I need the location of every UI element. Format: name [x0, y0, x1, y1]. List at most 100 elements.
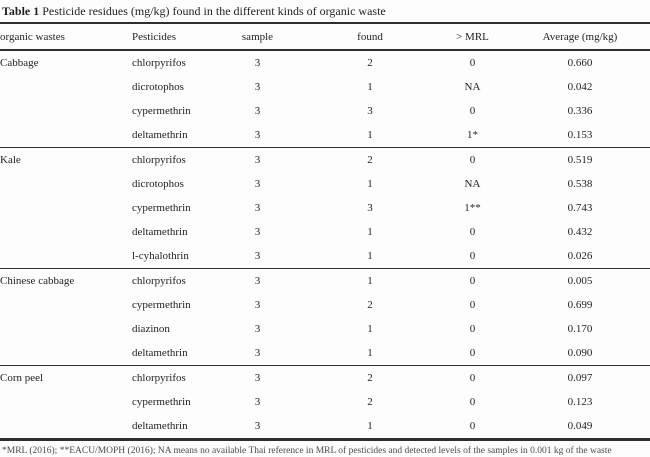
table-row: Chinese cabbage chlorpyrifos 3 1 0 0.005 — [0, 268, 650, 293]
pesticide-cell: chlorpyrifos — [132, 57, 186, 69]
table-row: deltamethrin 3 1 0 0.432 — [0, 220, 650, 244]
column-header-mrl: > MRL — [435, 23, 510, 51]
pesticide-cell: deltamethrin — [132, 420, 188, 432]
sample-cell: 3 — [254, 420, 261, 432]
found-cell: 1 — [367, 129, 373, 141]
pesticide-cell: dicrotophos — [132, 178, 184, 190]
table-row: dicrotophos 3 1 NA 0.042 — [0, 75, 650, 99]
average-cell: 0.699 — [567, 299, 593, 311]
waste-group: Corn peel chlorpyrifos 3 2 0 0.097 cypermethri… — [0, 365, 650, 440]
waste-cell — [0, 220, 132, 244]
found-cell: 1 — [305, 268, 435, 293]
pesticide-cell: dicrotophos — [132, 81, 184, 93]
sample-cell: 3 — [210, 268, 305, 293]
table-header: organic wastes Pesticides sample found > MRL… — [0, 23, 650, 51]
table-caption: Pesticide residues (mg/kg) found in the … — [42, 4, 386, 18]
table-row: deltamethrin 3 1 1* 0.153 — [0, 123, 650, 148]
column-header-organic-wastes: organic wastes — [0, 23, 132, 51]
table-title: Table 1 Pesticide residues (mg/kg) found… — [0, 0, 650, 22]
mrl-cell: 1* — [467, 129, 478, 141]
pesticide-cell: deltamethrin — [132, 347, 188, 359]
table-row: cypermethrin 3 3 1** 0.743 — [0, 196, 650, 220]
average-cell: 0.026 — [567, 250, 593, 262]
found-cell: 1 — [367, 420, 373, 432]
table-row: deltamethrin 3 1 0 0.090 — [0, 341, 650, 366]
table-row: cypermethrin 3 2 0 0.699 — [0, 293, 650, 317]
table-row: deltamethrin 3 1 0 0.049 — [0, 414, 650, 440]
waste-cell: Chinese cabbage — [0, 268, 132, 293]
waste-cell — [0, 75, 132, 99]
found-cell: 1 — [367, 81, 373, 93]
waste-group: Kale chlorpyrifos 3 2 0 0.519 dicrotophos 3 1 NA 0… — [0, 147, 650, 269]
sample-cell: 3 — [254, 347, 261, 359]
footnote-clipped: *MRL (2016); **EACU/MOPH (2016); NA mean… — [2, 446, 612, 456]
pesticide-cell: cypermethrin — [132, 396, 191, 408]
sample-cell: 3 — [254, 81, 261, 93]
waste-cell — [0, 123, 132, 148]
pesticide-cell: chlorpyrifos — [132, 268, 210, 293]
mrl-cell: 0 — [469, 396, 476, 408]
found-cell: 1 — [367, 178, 373, 190]
pesticide-cell: diazinon — [132, 323, 170, 335]
waste-cell — [0, 99, 132, 123]
table-row: cypermethrin 3 3 0 0.336 — [0, 99, 650, 123]
mrl-cell: 0 — [469, 105, 476, 117]
waste-cell: Corn peel — [0, 365, 132, 390]
found-cell: 2 — [367, 396, 373, 408]
mrl-cell: 0 — [469, 226, 476, 238]
mrl-cell: 1** — [464, 202, 481, 214]
waste-cell — [0, 341, 132, 366]
pesticide-cell: deltamethrin — [132, 129, 188, 141]
waste-cell: Cabbage — [0, 57, 39, 69]
mrl-cell: 0 — [469, 420, 476, 432]
average-cell: 0.090 — [567, 347, 593, 359]
pesticide-cell: cypermethrin — [132, 105, 191, 117]
average-cell: 0.432 — [567, 226, 593, 238]
average-cell: 0.538 — [567, 178, 593, 190]
column-header-pesticides: Pesticides — [132, 23, 210, 51]
header-row: organic wastes Pesticides sample found > MRL… — [0, 23, 650, 51]
mrl-cell: 0 — [469, 299, 476, 311]
found-cell: 3 — [367, 202, 373, 214]
average-cell: 0.336 — [567, 105, 593, 117]
sample-cell: 3 — [210, 365, 305, 390]
mrl-cell: NA — [464, 81, 481, 93]
pesticide-cell: cypermethrin — [132, 299, 191, 311]
mrl-cell: 0 — [469, 323, 476, 335]
sample-cell: 3 — [254, 250, 261, 262]
average-cell: 0.049 — [567, 420, 593, 432]
waste-cell — [0, 196, 132, 220]
mrl-cell: 0 — [435, 365, 510, 390]
waste-cell: Kale — [0, 147, 132, 172]
waste-group: Cabbage chlorpyrifos 3 2 0 0.660 dicrotophos 3 1… — [0, 50, 650, 148]
sample-cell: 3 — [210, 147, 305, 172]
waste-cell — [0, 414, 132, 440]
waste-cell — [0, 293, 132, 317]
pesticide-cell: cypermethrin — [132, 202, 191, 214]
sample-cell: 3 — [254, 178, 261, 190]
table-row: Corn peel chlorpyrifos 3 2 0 0.097 — [0, 365, 650, 390]
table-row: Kale chlorpyrifos 3 2 0 0.519 — [0, 147, 650, 172]
found-cell: 2 — [367, 57, 373, 69]
average-cell: 0.042 — [567, 81, 593, 93]
found-cell: 3 — [367, 105, 373, 117]
sample-cell: 3 — [254, 323, 261, 335]
average-cell: 0.519 — [510, 147, 650, 172]
sample-cell: 3 — [254, 202, 261, 214]
average-cell: 0.660 — [567, 57, 593, 69]
found-cell: 1 — [367, 250, 373, 262]
sample-cell: 3 — [254, 396, 261, 408]
waste-cell — [0, 317, 132, 341]
table-row: diazinon 3 1 0 0.170 — [0, 317, 650, 341]
table-number-label: Table 1 — [2, 4, 40, 18]
found-cell: 1 — [367, 347, 373, 359]
mrl-cell: 0 — [469, 57, 476, 69]
average-cell: 0.005 — [510, 268, 650, 293]
mrl-cell: 0 — [435, 147, 510, 172]
table-row: dicrotophos 3 1 NA 0.538 — [0, 172, 650, 196]
waste-cell — [0, 244, 132, 269]
average-cell: 0.123 — [567, 396, 593, 408]
table-row: l-cyhalothrin 3 1 0 0.026 — [0, 244, 650, 269]
table-row: cypermethrin 3 2 0 0.123 — [0, 390, 650, 414]
found-cell: 2 — [305, 365, 435, 390]
